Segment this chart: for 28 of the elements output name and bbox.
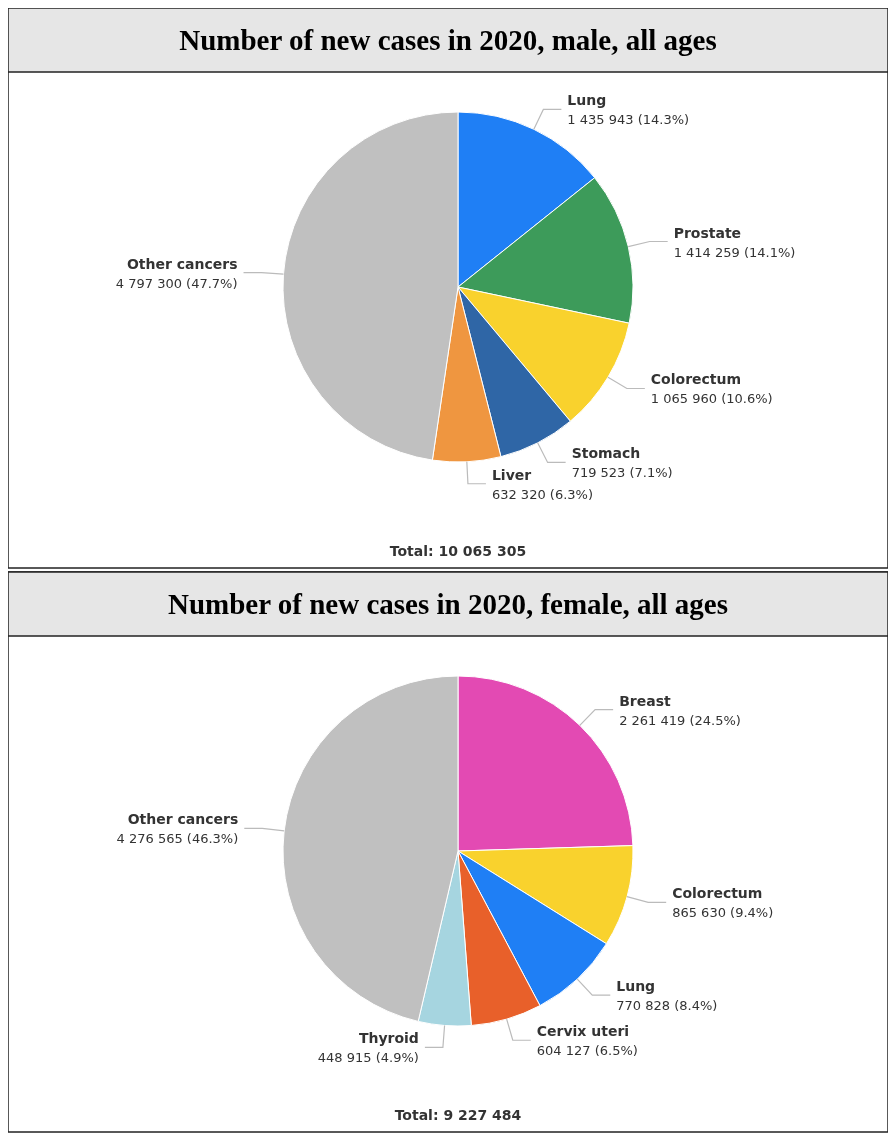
slice-label: Cervix uteri — [536, 1023, 630, 1040]
slice-label: Liver — [491, 466, 532, 483]
data-label: 865 630 (9.4%) — [672, 905, 774, 921]
slice-label: Other cancers — [127, 811, 239, 828]
slice-label: Other cancers — [126, 255, 238, 272]
data-label: 1 065 960 (10.6%) — [650, 391, 773, 407]
data-label: 1 435 943 (14.3%) — [567, 112, 690, 128]
data-label: 1 414 259 (14.1%) — [673, 244, 796, 260]
data-label: 4 276 565 (46.3%) — [116, 831, 239, 847]
slice-label: Lung — [567, 92, 607, 109]
slice-label: Colorectum — [650, 371, 742, 388]
data-label: 770 828 (8.4%) — [616, 998, 718, 1014]
text: Total: 10 065 305 — [389, 543, 527, 559]
slice-label: Stomach — [571, 445, 641, 462]
data-label: 719 523 (7.1%) — [571, 465, 673, 481]
slice-label: Thyroid — [358, 1030, 419, 1047]
data-label: 632 320 (6.3%) — [491, 486, 593, 502]
text: Total: 9 227 484 — [394, 1107, 522, 1123]
slice-label: Prostate — [673, 224, 742, 241]
slice-label: Breast — [619, 692, 671, 709]
chart-title: Number of new cases in 2020, female, all ages — [167, 588, 729, 620]
data-label: 448 915 (4.9%) — [317, 1050, 419, 1066]
data-label: 2 261 419 (24.5%) — [619, 712, 741, 728]
chart-title: Number of new cases in 2020, male, all ages — [179, 24, 717, 56]
slice-label: Colorectum — [672, 885, 763, 902]
data-label: 604 127 (6.5%) — [536, 1043, 638, 1059]
slice-label: Lung — [616, 978, 656, 995]
data-label: 4 797 300 (47.7%) — [115, 275, 238, 291]
